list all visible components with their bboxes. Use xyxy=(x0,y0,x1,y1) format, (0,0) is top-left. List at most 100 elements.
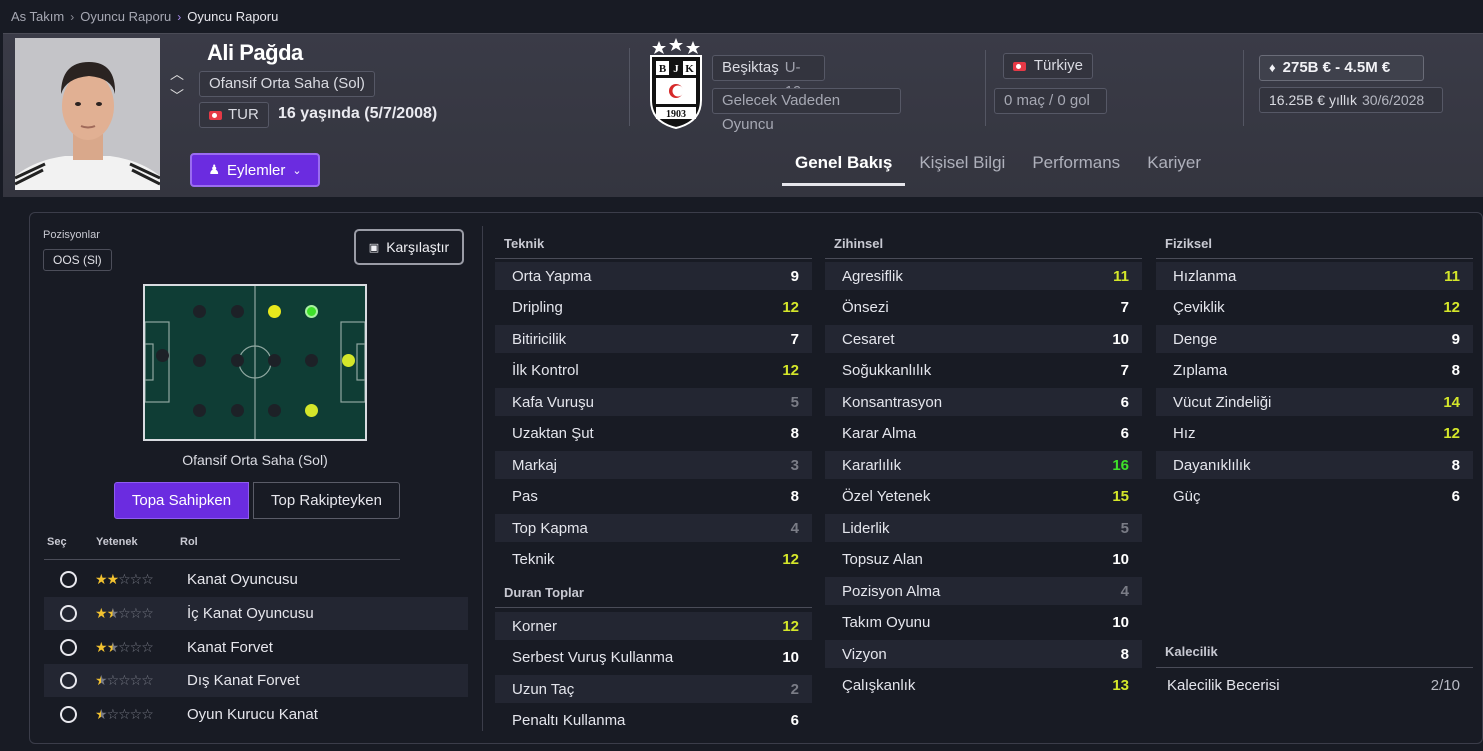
attribute-row[interactable]: Zıplama 8 xyxy=(1156,357,1473,385)
attribute-value: 5 xyxy=(790,393,799,411)
attribute-value: 4 xyxy=(790,519,799,537)
breadcrumb-item[interactable]: Oyuncu Raporu xyxy=(80,9,172,24)
role-row[interactable]: ★★☆☆☆ Kanat Forvet xyxy=(44,631,468,664)
tab-personal-info[interactable]: Kişisel Bilgi xyxy=(919,153,1006,172)
attribute-row[interactable]: Topsuz Alan 10 xyxy=(825,546,1142,574)
attribute-row[interactable]: Orta Yapma 9 xyxy=(495,262,812,290)
attribute-row[interactable]: Çalışkanlık 13 xyxy=(825,672,1142,700)
actions-button[interactable]: ♟ Eylemler ⌄ xyxy=(190,153,320,187)
role-radio[interactable] xyxy=(60,672,77,690)
roles-header-role: Rol xyxy=(180,536,198,548)
role-radio[interactable] xyxy=(60,571,77,588)
attribute-row[interactable]: Soğukkanlılık 7 xyxy=(825,357,1142,385)
attribute-row[interactable]: Kararlılık 16 xyxy=(825,451,1142,479)
attribute-name: Topsuz Alan xyxy=(842,551,923,568)
attribute-row[interactable]: Teknik 12 xyxy=(495,546,812,574)
attribute-row[interactable]: Vücut Zindeliği 14 xyxy=(1156,388,1473,416)
pitch-position-dot[interactable] xyxy=(193,404,206,417)
attribute-name: Soğukkanlılık xyxy=(842,362,932,379)
tab-performance[interactable]: Performans xyxy=(1032,153,1121,172)
attribute-row[interactable]: Konsantrasyon 6 xyxy=(825,388,1142,416)
value-chip[interactable]: ♦ 275B € - 4.5M € xyxy=(1259,55,1424,81)
attribute-name: Top Kapma xyxy=(512,519,588,537)
divider xyxy=(495,607,812,608)
attribute-row[interactable]: Hız 12 xyxy=(1156,420,1473,448)
pitch-position-dot[interactable] xyxy=(268,354,281,367)
attribute-row[interactable]: Güç 6 xyxy=(1156,483,1473,511)
attribute-value: 9 xyxy=(1451,330,1460,348)
country-chip[interactable]: Türkiye xyxy=(1003,53,1093,79)
previous-player-button[interactable]: ︿ xyxy=(170,66,184,82)
attribute-row[interactable]: Hızlanma 11 xyxy=(1156,262,1473,290)
attribute-value: 14 xyxy=(1443,393,1460,411)
attribute-row[interactable]: Denge 9 xyxy=(1156,325,1473,353)
attribute-row[interactable]: Uzaktan Şut 8 xyxy=(495,420,812,448)
pitch-position-dot[interactable] xyxy=(193,354,206,367)
attribute-value: 7 xyxy=(790,330,799,348)
position-pitch[interactable] xyxy=(143,284,367,441)
pitch-position-dot[interactable] xyxy=(231,354,244,367)
role-radio[interactable] xyxy=(60,604,77,622)
in-possession-toggle[interactable]: Topa Sahipken xyxy=(114,482,249,519)
attribute-row[interactable]: Pas 8 xyxy=(495,483,812,511)
attribute-row[interactable]: Çeviklik 12 xyxy=(1156,294,1473,322)
attribute-value: 7 xyxy=(1120,362,1129,379)
tab-career[interactable]: Kariyer xyxy=(1147,153,1202,172)
attribute-value: 10 xyxy=(782,649,799,666)
attribute-row[interactable]: Karar Alma 6 xyxy=(825,420,1142,448)
attribute-row[interactable]: Korner 12 xyxy=(495,612,812,640)
divider xyxy=(825,258,1142,259)
pitch-position-dot[interactable] xyxy=(193,305,206,318)
club-chip[interactable]: Beşiktaş U-19 xyxy=(712,55,825,100)
out-of-possession-toggle[interactable]: Top Rakipteyken xyxy=(253,482,400,519)
breadcrumb-item[interactable]: As Takım xyxy=(11,9,65,24)
attribute-row[interactable]: Cesaret 10 xyxy=(825,325,1142,353)
pitch-position-dot-selected[interactable] xyxy=(305,305,318,318)
positions-title: Pozisyonlar xyxy=(43,229,100,241)
pitch-position-dot[interactable] xyxy=(305,404,318,417)
attribute-value: 12 xyxy=(782,617,799,635)
attribute-row[interactable]: Dayanıklılık 8 xyxy=(1156,451,1473,479)
attribute-row[interactable]: Takım Oyunu 10 xyxy=(825,609,1142,637)
pitch-position-dot[interactable] xyxy=(342,354,355,367)
role-row[interactable]: ★★☆☆☆ Kanat Oyuncusu xyxy=(44,563,468,596)
pitch-position-dot[interactable] xyxy=(268,305,281,318)
attribute-row[interactable]: Önsezi 7 xyxy=(825,294,1142,322)
attribute-row[interactable]: Penaltı Kullanma 6 xyxy=(495,707,812,735)
attribute-row[interactable]: Liderlik 5 xyxy=(825,514,1142,542)
role-radio[interactable] xyxy=(60,638,77,656)
player-age: 16 yaşında (5/7/2008) xyxy=(278,105,438,122)
attribute-row[interactable]: Kafa Vuruşu 5 xyxy=(495,388,812,416)
attribute-row[interactable]: Top Kapma 4 xyxy=(495,514,812,542)
attribute-row[interactable]: Vizyon 8 xyxy=(825,640,1142,668)
attribute-value: 8 xyxy=(1120,645,1129,663)
attribute-row[interactable]: İlk Kontrol 12 xyxy=(495,357,812,385)
attribute-row[interactable]: Serbest Vuruş Kullanma 10 xyxy=(495,644,812,672)
pitch-position-dot[interactable] xyxy=(268,404,281,417)
attribute-name: Cesaret xyxy=(842,330,895,348)
club-crest[interactable]: B J K 1903 xyxy=(645,38,707,130)
divider xyxy=(44,559,400,560)
attribute-row[interactable]: Markaj 3 xyxy=(495,451,812,479)
attribute-row[interactable]: Özel Yetenek 15 xyxy=(825,483,1142,511)
tab-overview[interactable]: Genel Bakış xyxy=(782,150,906,186)
attribute-value: 6 xyxy=(1451,488,1460,505)
attribute-row[interactable]: Pozisyon Alma 4 xyxy=(825,577,1142,605)
pitch-position-dot[interactable] xyxy=(231,305,244,318)
role-radio[interactable] xyxy=(60,706,77,724)
attribute-name: Pozisyon Alma xyxy=(842,582,941,600)
attribute-row[interactable]: Uzun Taç 2 xyxy=(495,675,812,703)
attribute-value: 6 xyxy=(790,712,799,729)
pitch-position-dot[interactable] xyxy=(156,349,169,362)
role-row[interactable]: ★★☆☆☆ İç Kanat Oyuncusu xyxy=(44,596,468,630)
attribute-name: Uzun Taç xyxy=(512,680,575,698)
pitch-position-dot[interactable] xyxy=(231,404,244,417)
pitch-position-dot[interactable] xyxy=(305,354,318,367)
role-row[interactable]: ★☆☆☆☆ Dış Kanat Forvet xyxy=(44,664,468,698)
role-row[interactable]: ★☆☆☆☆ Oyun Kurucu Kanat xyxy=(44,698,468,731)
next-player-button[interactable]: ﹀ xyxy=(170,88,184,104)
compare-button[interactable]: ▣ Karşılaştır xyxy=(354,229,464,265)
attribute-row[interactable]: Agresiflik 11 xyxy=(825,262,1142,290)
attribute-row[interactable]: Dripling 12 xyxy=(495,294,812,322)
attribute-row[interactable]: Bitiricilik 7 xyxy=(495,325,812,353)
